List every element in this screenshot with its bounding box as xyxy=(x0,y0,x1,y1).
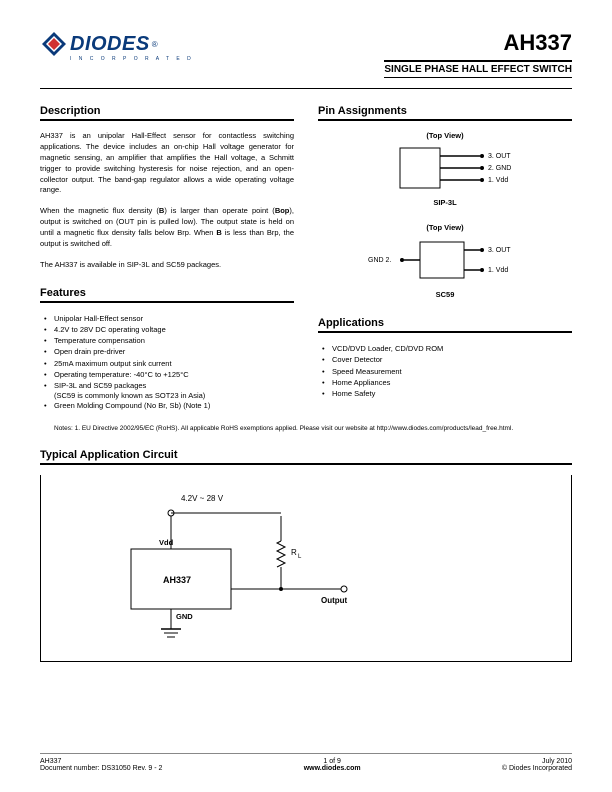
vrange-label: 4.2V ~ 28 V xyxy=(181,494,224,503)
typical-heading: Typical Application Circuit xyxy=(40,447,572,465)
footer-left: AH337 Document number: DS31050 Rev. 9 - … xyxy=(40,758,162,772)
part-number: AH337 xyxy=(384,30,572,56)
features-list: Unipolar Hall-Effect sensor 4.2V to 28V … xyxy=(44,313,294,392)
pin-text: 2. GND xyxy=(488,165,511,172)
logo-subtitle: I N C O R P O R A T E D xyxy=(70,56,194,62)
registered-icon: ® xyxy=(152,40,158,49)
description-p1: AH337 is an unipolar Hall-Effect sensor … xyxy=(40,131,294,196)
right-column: Pin Assignments (Top View) 3. OUT 2. GND… xyxy=(318,103,572,412)
footer-center: 1 of 9 www.diodes.com xyxy=(304,758,361,772)
feature-subline: (SC59 is commonly known as SOT23 in Asia… xyxy=(54,391,294,400)
feature-item: 25mA maximum output sink current xyxy=(44,358,294,369)
feature-item: Unipolar Hall-Effect sensor xyxy=(44,313,294,324)
footer-copyright: © Diodes Incorporated xyxy=(502,765,572,772)
logo-diamond-icon xyxy=(40,30,68,58)
features-list-2: Green Molding Compound (No Br, Sb) (Note… xyxy=(44,400,294,411)
sip-name: SIP-3L xyxy=(318,198,572,207)
notes-text: Notes: 1. EU Directive 2002/95/EC (RoHS)… xyxy=(54,424,572,433)
footer-url: www.diodes.com xyxy=(304,765,361,772)
top-view-label: (Top View) xyxy=(318,131,572,140)
application-item: Cover Detector xyxy=(322,354,572,365)
application-item: Speed Measurement xyxy=(322,366,572,377)
logo-text: DIODES xyxy=(70,33,150,56)
left-column: Description AH337 is an unipolar Hall-Ef… xyxy=(40,103,294,412)
chip-label: AH337 xyxy=(163,575,191,585)
circuit-svg-icon: 4.2V ~ 28 V Vdd AH337 GND Output R L xyxy=(71,489,391,639)
desc-bold: Bop xyxy=(275,206,290,215)
application-item: Home Appliances xyxy=(322,377,572,388)
gnd-label: GND xyxy=(176,612,193,621)
desc-text: ) is larger than operate point ( xyxy=(164,206,275,215)
feature-item: Operating temperature: -40°C to +125°C xyxy=(44,369,294,380)
page-footer: AH337 Document number: DS31050 Rev. 9 - … xyxy=(40,753,572,772)
applications-heading: Applications xyxy=(318,315,572,333)
footer-docnum: Document number: DS31050 Rev. 9 - 2 xyxy=(40,765,162,772)
vdd-label: Vdd xyxy=(159,538,174,547)
header-divider xyxy=(40,88,572,89)
feature-item: Green Molding Compound (No Br, Sb) (Note… xyxy=(44,400,294,411)
pin-text: 3. OUT xyxy=(488,153,511,160)
typical-circuit-section: Typical Application Circuit 4.2V ~ 28 V … xyxy=(40,447,572,662)
description-heading: Description xyxy=(40,103,294,121)
part-subtitle: SINGLE PHASE HALL EFFECT SWITCH xyxy=(384,60,572,78)
footer-date: July 2010 xyxy=(502,758,572,765)
footer-page: 1 of 9 xyxy=(304,758,361,765)
feature-item: Temperature compensation xyxy=(44,335,294,346)
sip-pinout: (Top View) 3. OUT 2. GND 1. Vdd SIP-3L xyxy=(318,131,572,207)
application-item: Home Safety xyxy=(322,388,572,399)
feature-item: 4.2V to 28V DC operating voltage xyxy=(44,324,294,335)
application-item: VCD/DVD Loader, CD/DVD ROM xyxy=(322,343,572,354)
applications-list: VCD/DVD Loader, CD/DVD ROM Cover Detecto… xyxy=(322,343,572,399)
footer-right: July 2010 © Diodes Incorporated xyxy=(502,758,572,772)
part-block: AH337 SINGLE PHASE HALL EFFECT SWITCH xyxy=(384,30,572,78)
sc59-pinout: (Top View) GND 2. 3. OUT 1. Vdd SC59 xyxy=(318,223,572,299)
pin-text: GND 2. xyxy=(368,257,391,264)
footer-part: AH337 xyxy=(40,758,162,765)
feature-item: Open drain pre-driver xyxy=(44,346,294,357)
page-header: DIODES® I N C O R P O R A T E D AH337 SI… xyxy=(40,30,572,78)
rl-label: R xyxy=(291,548,297,557)
top-view-label: (Top View) xyxy=(318,223,572,232)
features-heading: Features xyxy=(40,285,294,303)
description-p2: When the magnetic flux density (B) is la… xyxy=(40,206,294,250)
pin-text: 1. Vdd xyxy=(488,177,508,184)
circuit-diagram: 4.2V ~ 28 V Vdd AH337 GND Output R L xyxy=(40,475,572,662)
desc-text: When the magnetic flux density ( xyxy=(40,206,159,215)
two-column-layout: Description AH337 is an unipolar Hall-Ef… xyxy=(40,103,572,412)
pin-heading: Pin Assignments xyxy=(318,103,572,121)
output-label: Output xyxy=(321,596,348,605)
company-logo: DIODES® I N C O R P O R A T E D xyxy=(40,30,194,62)
rl-sub-label: L xyxy=(298,554,302,560)
description-p3: The AH337 is available in SIP-3L and SC5… xyxy=(40,260,294,271)
pin-text: 3. OUT xyxy=(488,247,511,254)
pin-text: 1. Vdd xyxy=(488,267,508,274)
sip-diagram-icon: 3. OUT 2. GND 1. Vdd xyxy=(350,142,540,196)
sc59-name: SC59 xyxy=(318,290,572,299)
feature-item: SIP-3L and SC59 packages xyxy=(44,380,294,391)
sc59-diagram-icon: GND 2. 3. OUT 1. Vdd xyxy=(350,234,540,288)
